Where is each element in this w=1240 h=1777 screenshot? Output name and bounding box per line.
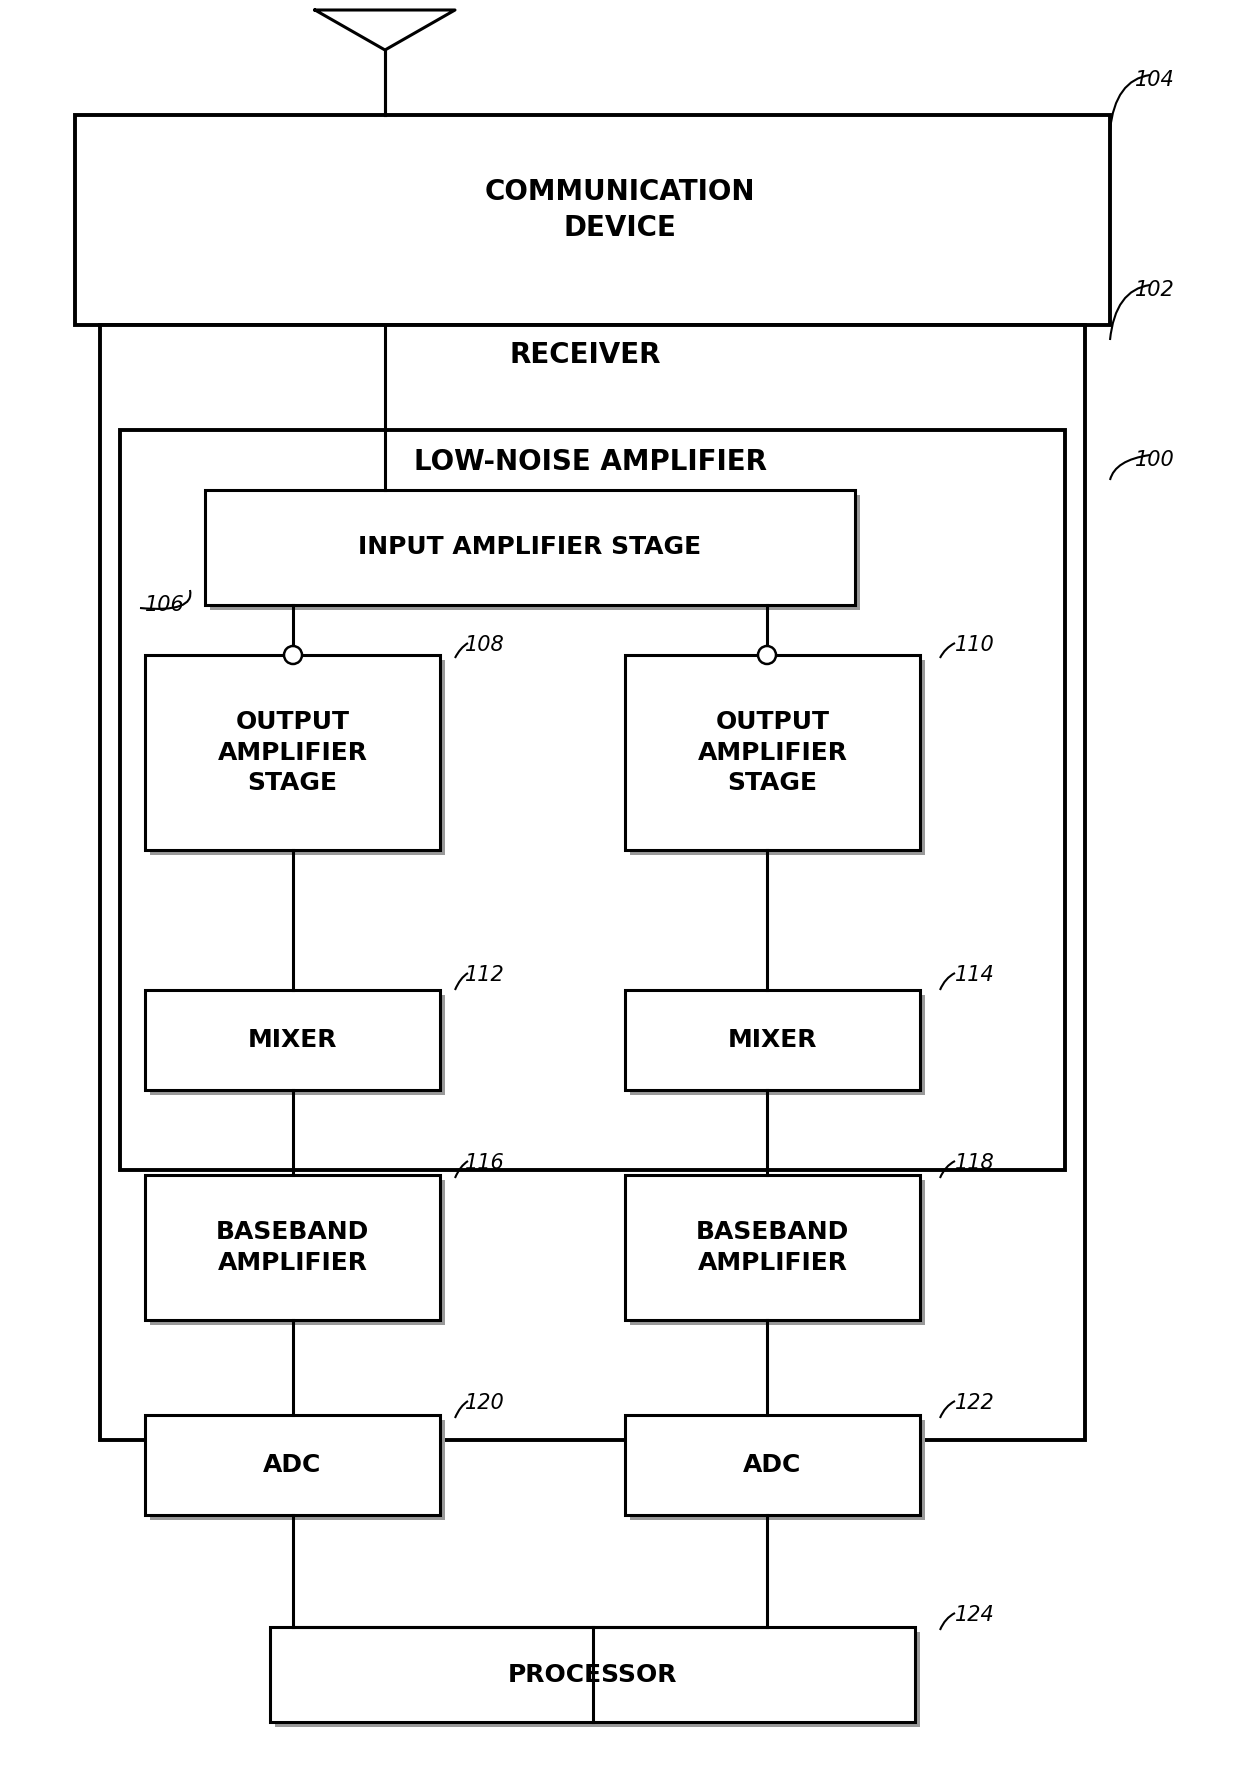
Text: 104: 104 xyxy=(1135,69,1174,91)
Bar xyxy=(630,995,925,1095)
Bar xyxy=(270,1628,915,1722)
Bar xyxy=(145,1175,440,1320)
Text: 118: 118 xyxy=(955,1153,994,1173)
Text: 108: 108 xyxy=(465,634,505,656)
Bar xyxy=(145,990,440,1089)
Bar xyxy=(74,116,1110,325)
Text: MIXER: MIXER xyxy=(728,1029,817,1052)
Text: 102: 102 xyxy=(1135,281,1174,300)
Polygon shape xyxy=(315,11,455,50)
Bar xyxy=(275,1631,920,1727)
Bar xyxy=(150,1180,445,1326)
Text: 114: 114 xyxy=(955,965,994,984)
Bar xyxy=(630,1420,925,1519)
Text: BASEBAND
AMPLIFIER: BASEBAND AMPLIFIER xyxy=(696,1221,849,1274)
Text: 124: 124 xyxy=(955,1605,994,1624)
Text: OUTPUT
AMPLIFIER
STAGE: OUTPUT AMPLIFIER STAGE xyxy=(217,709,367,794)
Bar xyxy=(120,430,1065,1169)
Bar xyxy=(145,1414,440,1516)
Text: INPUT AMPLIFIER STAGE: INPUT AMPLIFIER STAGE xyxy=(358,535,702,560)
Bar xyxy=(625,656,920,849)
Circle shape xyxy=(758,647,776,665)
Bar xyxy=(625,1414,920,1516)
Text: 116: 116 xyxy=(465,1153,505,1173)
Text: PROCESSOR: PROCESSOR xyxy=(507,1663,677,1686)
Text: 106: 106 xyxy=(145,595,185,615)
Text: LOW-NOISE AMPLIFIER: LOW-NOISE AMPLIFIER xyxy=(413,448,766,476)
Bar xyxy=(150,659,445,855)
Bar xyxy=(630,1180,925,1326)
Text: RECEIVER: RECEIVER xyxy=(510,341,661,370)
Text: 110: 110 xyxy=(955,634,994,656)
Circle shape xyxy=(284,647,303,665)
Text: 122: 122 xyxy=(955,1393,994,1413)
Bar xyxy=(630,659,925,855)
Text: MIXER: MIXER xyxy=(248,1029,337,1052)
Bar xyxy=(205,490,856,604)
Text: 120: 120 xyxy=(465,1393,505,1413)
Bar xyxy=(150,995,445,1095)
Text: COMMUNICATION
DEVICE: COMMUNICATION DEVICE xyxy=(485,178,755,242)
Text: OUTPUT
AMPLIFIER
STAGE: OUTPUT AMPLIFIER STAGE xyxy=(697,709,847,794)
Bar xyxy=(625,990,920,1089)
Text: BASEBAND
AMPLIFIER: BASEBAND AMPLIFIER xyxy=(216,1221,370,1274)
Bar xyxy=(210,496,861,610)
Bar xyxy=(145,656,440,849)
Text: ADC: ADC xyxy=(743,1454,802,1477)
Text: ADC: ADC xyxy=(263,1454,321,1477)
Bar xyxy=(100,325,1085,1439)
Bar xyxy=(150,1420,445,1519)
Text: 100: 100 xyxy=(1135,450,1174,469)
Bar xyxy=(625,1175,920,1320)
Text: 112: 112 xyxy=(465,965,505,984)
